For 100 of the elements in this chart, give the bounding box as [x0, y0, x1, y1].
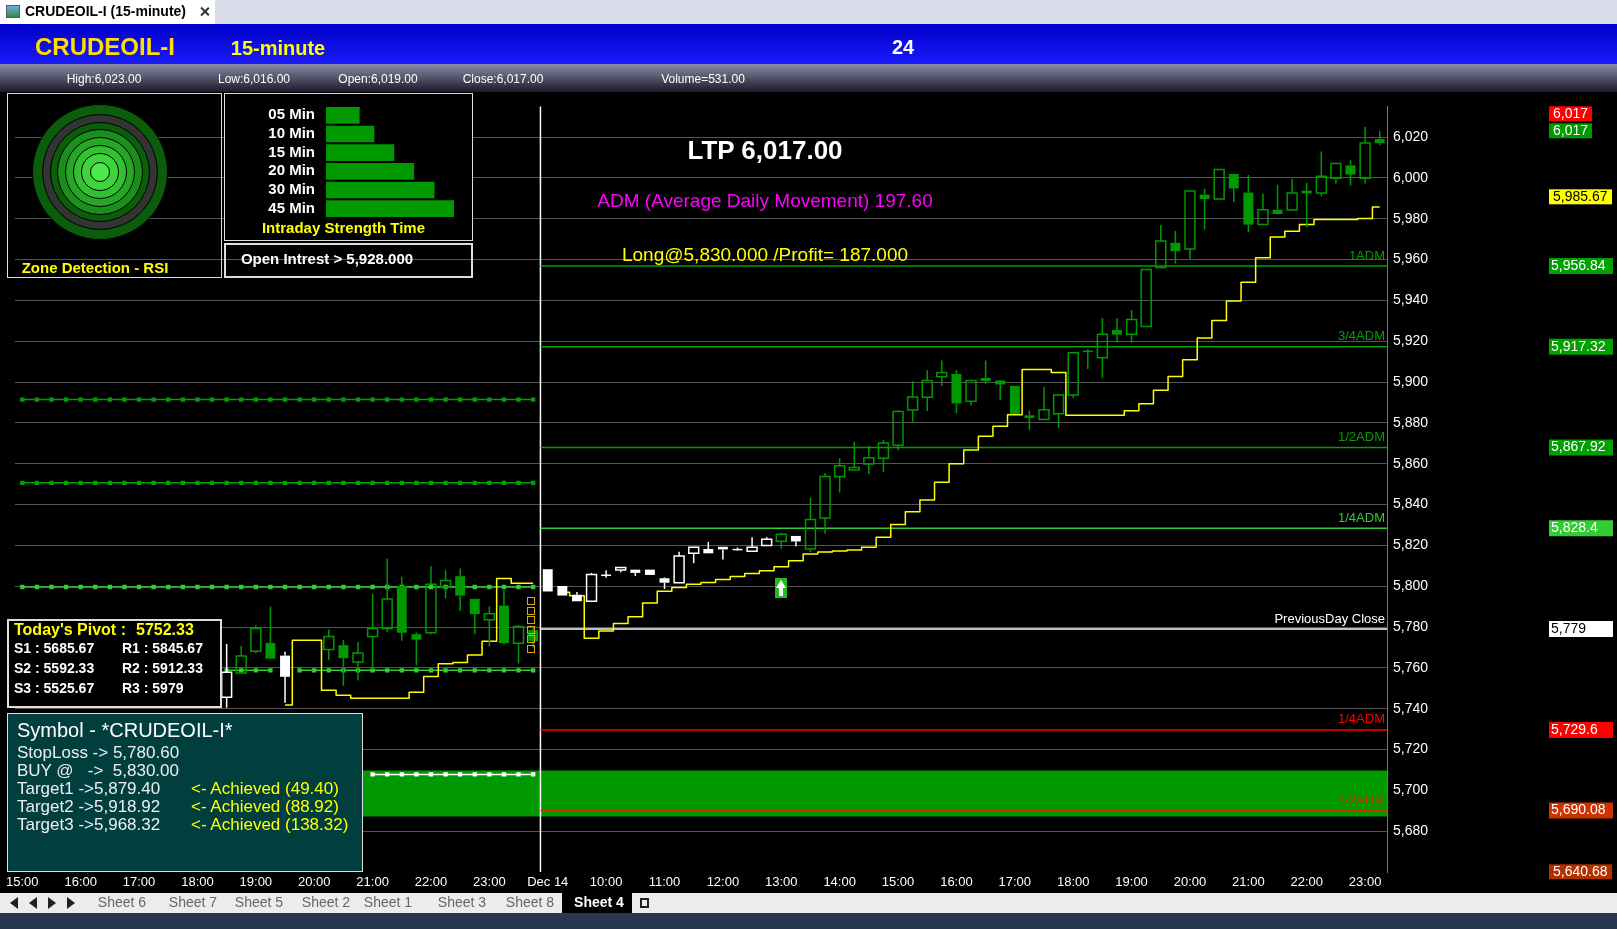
- y-tick-label: 45 Min: [268, 198, 315, 216]
- y-tick-label: 5,680: [1393, 822, 1429, 839]
- annotation: 5752.33: [136, 621, 194, 639]
- ref-line-label: 1/2ADM: [1338, 429, 1385, 445]
- annotation: Long@5,830.000 /Profit= 187.000: [621, 243, 909, 266]
- ref-line-label: 1ADM: [1348, 247, 1385, 263]
- text: 6,017: [1549, 105, 1593, 122]
- x-tick-label: 19:00: [1115, 874, 1148, 890]
- x-tick-label: 20:00: [297, 874, 331, 890]
- y-tick-label: 5,720: [1393, 740, 1429, 757]
- x-tick-label: 22:00: [1290, 874, 1323, 890]
- text: 5,729.6: [1551, 720, 1598, 737]
- x-tick-label: 15:00: [6, 874, 39, 890]
- x-tick-label: 17:00: [998, 874, 1032, 890]
- y-tick-label: 5,900: [1393, 372, 1429, 389]
- annotation: ADM (Average Daily Movement) 197.60: [597, 189, 933, 212]
- annotation: <- Achieved (138.32): [191, 814, 349, 835]
- y-tick-label: 5,760: [1393, 658, 1429, 675]
- y-tick-label: 30 Min: [268, 180, 315, 198]
- text: 5,867.92: [1551, 438, 1606, 455]
- chart-subtitle: 15-minute: [230, 36, 326, 60]
- annotation: <- Achieved (49.40): [191, 778, 339, 799]
- x-tick-label: 22:00: [414, 874, 448, 890]
- text: CRUDEOIL-I (15-minute): [25, 3, 186, 20]
- annotation: Open Intrest > 5,928.000: [240, 249, 414, 268]
- annotation: S3 : 5525.67: [14, 680, 95, 697]
- x-tick-label: 17:00: [122, 874, 156, 890]
- text: 5,985.67: [1549, 188, 1612, 205]
- text: Sheet 2: [301, 894, 351, 911]
- text: 6,017: [1549, 122, 1593, 139]
- annotation: BUY @ -> 5,830.00: [17, 760, 180, 781]
- y-tick-label: 15 Min: [268, 142, 315, 160]
- ref-line-label: 3/4ADM: [1338, 328, 1385, 344]
- annotation: Target1 ->5,879.40: [17, 778, 161, 799]
- text: Intraday Strength Time: [261, 219, 426, 237]
- text: Close:6,017.00: [462, 72, 544, 87]
- y-tick-label: 5,740: [1393, 699, 1429, 716]
- x-tick-label: 11:00: [648, 874, 681, 890]
- text: Sheet 4: [570, 894, 628, 911]
- x-tick-label: 10:00: [589, 874, 623, 890]
- annotation: R1 : 5845.67: [122, 640, 203, 657]
- y-tick-label: 5,780: [1393, 617, 1429, 634]
- y-tick-label: 5,700: [1393, 781, 1429, 798]
- x-tick-label: 16:00: [64, 874, 97, 890]
- x-tick-label: 14:00: [823, 874, 856, 890]
- ref-line-label: 1/4ADM: [1338, 711, 1385, 727]
- text: 5,828.4: [1551, 519, 1598, 536]
- x-tick-label: 13:00: [765, 874, 798, 890]
- text: 5,690.08: [1551, 801, 1606, 818]
- x-tick-label: 20:00: [1173, 874, 1207, 890]
- text: Sheet 6: [97, 894, 147, 911]
- annotation: R2 : 5912.33: [122, 660, 203, 677]
- annotation: Target3 ->5,968.32: [17, 814, 161, 835]
- text: 5,640.68: [1549, 863, 1612, 880]
- y-tick-label: 5,880: [1393, 413, 1429, 430]
- x-tick-label: 18:00: [1056, 874, 1090, 890]
- x-tick-label: Dec 14: [527, 874, 569, 890]
- text: High:6,023.00: [66, 72, 142, 87]
- text: Sheet 1: [363, 894, 413, 911]
- y-tick-label: 5,920: [1393, 332, 1429, 349]
- x-tick-label: 12:00: [706, 874, 740, 890]
- y-tick-label: 5,980: [1393, 209, 1429, 226]
- x-tick-label: 19:00: [239, 874, 273, 890]
- x-tick-label: 23:00: [473, 874, 506, 890]
- ref-line-label: 1/2ADM: [1338, 792, 1385, 808]
- annotation: <- Achieved (88.92): [191, 796, 339, 817]
- ref-line-label: 1/4ADM: [1338, 509, 1385, 525]
- ref-line-label: PreviousDay Close: [1274, 610, 1385, 626]
- y-tick-label: 6,020: [1393, 127, 1429, 144]
- text: 5,917.32: [1551, 337, 1606, 354]
- y-tick-label: 05 Min: [268, 105, 315, 123]
- text: Volume=531.00: [661, 72, 745, 87]
- y-tick-label: 5,940: [1393, 291, 1429, 308]
- x-tick-label: 21:00: [1232, 874, 1265, 890]
- annotation: S2 : 5592.33: [14, 660, 95, 677]
- annotation: Symbol - *CRUDEOIL-I*: [17, 719, 233, 741]
- x-tick-label: 15:00: [881, 874, 915, 890]
- annotation: Today's Pivot :: [14, 621, 126, 639]
- y-tick-label: 5,960: [1393, 250, 1429, 267]
- text: Sheet 8: [505, 894, 555, 911]
- y-tick-label: 5,840: [1393, 495, 1429, 512]
- y-tick-label: 6,000: [1393, 168, 1429, 185]
- x-tick-label: 21:00: [356, 874, 389, 890]
- y-tick-label: 5,820: [1393, 536, 1429, 553]
- text: Sheet 5: [234, 894, 284, 911]
- x-tick-label: 16:00: [940, 874, 973, 890]
- annotation: StopLoss -> 5,780.60: [17, 742, 180, 763]
- y-tick-label: 10 Min: [268, 124, 315, 142]
- x-tick-label: 18:00: [181, 874, 214, 890]
- annotation: S1 : 5685.67: [14, 640, 95, 657]
- text: Sheet 3: [437, 894, 487, 911]
- x-tick-label: 23:00: [1348, 874, 1382, 890]
- text: Low:6,016.00: [217, 72, 291, 87]
- annotation: Zone Detection - RSI: [21, 258, 169, 277]
- y-tick-label: 5,800: [1393, 577, 1429, 594]
- annotation: Target2 ->5,918.92: [17, 796, 161, 817]
- annotation: R3 : 5979: [122, 680, 184, 697]
- chart-title: CRUDEOIL-I: [35, 33, 175, 61]
- text: 24: [891, 36, 915, 58]
- y-tick-label: 5,860: [1393, 454, 1429, 471]
